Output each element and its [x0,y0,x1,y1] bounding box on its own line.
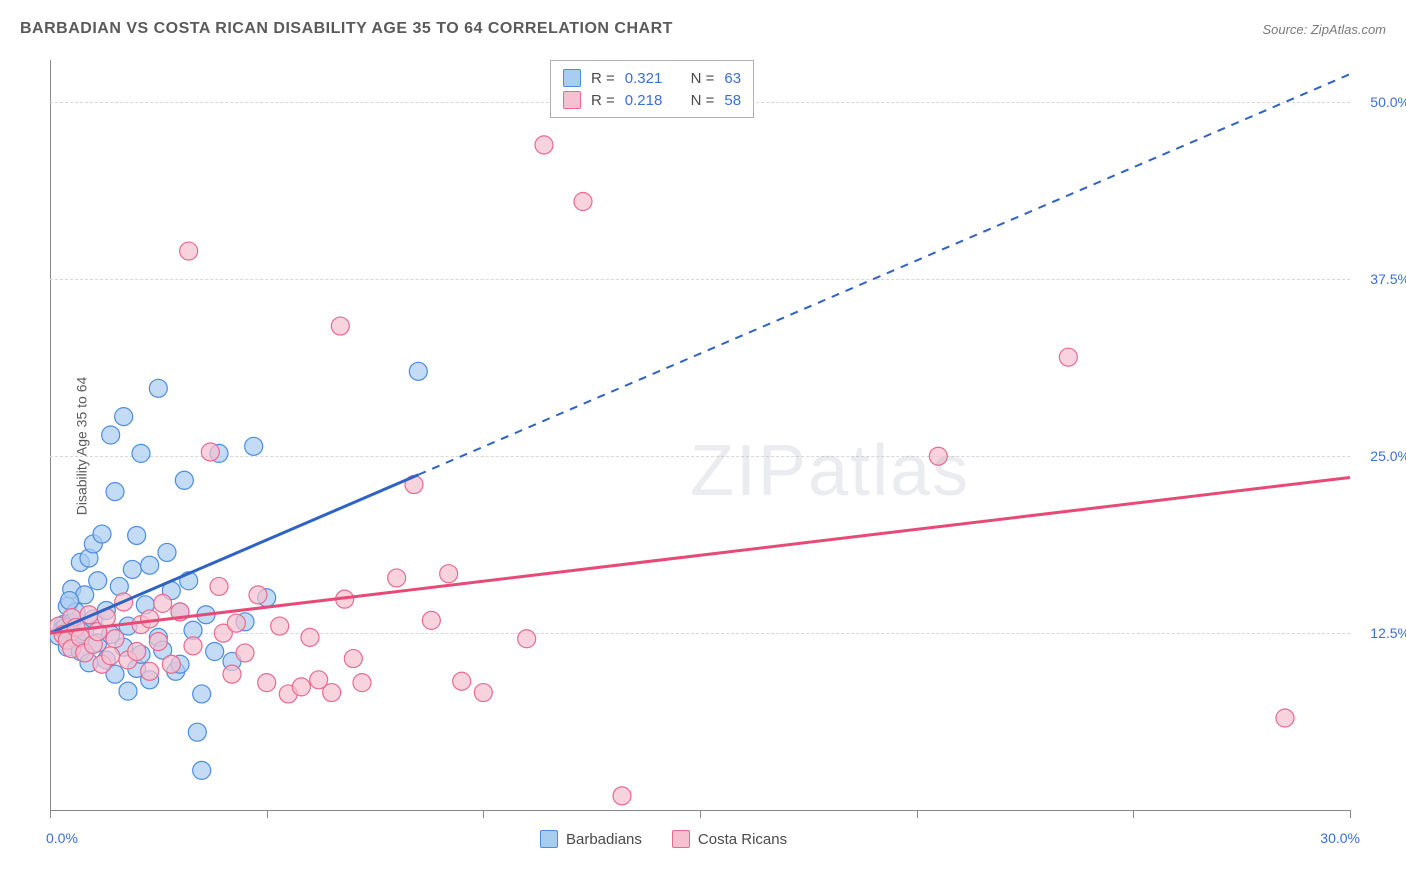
legend-item-1: Barbadians [540,830,642,848]
data-point-series-2 [154,594,172,612]
swatch-series-1 [563,69,581,87]
trend-line-dashed-series-1 [418,74,1350,475]
data-point-series-2 [344,650,362,668]
data-point-series-1 [61,592,79,610]
data-point-series-1 [132,444,150,462]
y-tick-label: 12.5% [1370,625,1406,641]
data-point-series-1 [102,426,120,444]
x-tick-mark [917,810,918,818]
data-point-series-1 [149,379,167,397]
data-point-series-1 [141,556,159,574]
header: BARBADIAN VS COSTA RICAN DISABILITY AGE … [20,20,1386,38]
data-point-series-2 [535,136,553,154]
data-point-series-2 [106,630,124,648]
n-value-2: 58 [724,92,741,109]
data-point-series-2 [249,586,267,604]
y-tick-label: 50.0% [1370,94,1406,110]
x-tick-mark [1133,810,1134,818]
data-point-series-1 [106,483,124,501]
r-label-1: R = [591,70,615,87]
legend-swatch-2 [672,830,690,848]
data-point-series-2 [518,630,536,648]
data-point-series-1 [115,408,133,426]
data-point-series-2 [141,662,159,680]
swatch-series-2 [563,91,581,109]
r-value-1: 0.321 [625,70,663,87]
data-point-series-1 [245,437,263,455]
data-point-series-2 [227,614,245,632]
data-point-series-1 [206,643,224,661]
data-point-series-2 [184,637,202,655]
data-point-series-2 [323,684,341,702]
y-tick-label: 37.5% [1370,271,1406,287]
data-point-series-2 [162,655,180,673]
data-point-series-1 [93,525,111,543]
n-label-2: N = [691,92,715,109]
plot-area: 12.5%25.0%37.5%50.0% ZIPatlas R = 0.321 … [50,60,1350,810]
data-point-series-1 [158,543,176,561]
bottom-legend: Barbadians Costa Ricans [540,830,787,848]
legend-label-1: Barbadians [566,831,642,848]
data-point-series-1 [128,526,146,544]
data-point-series-1 [193,761,211,779]
source-attribution: Source: ZipAtlas.com [1262,22,1386,37]
r-label-2: R = [591,92,615,109]
stats-box: R = 0.321 N = 63 R = 0.218 N = 58 [550,60,754,118]
data-point-series-2 [292,678,310,696]
stats-row-1: R = 0.321 N = 63 [563,67,741,89]
data-point-series-2 [223,665,241,683]
x-tick-0: 0.0% [46,830,78,846]
data-point-series-1 [188,723,206,741]
data-point-series-1 [175,471,193,489]
x-tick-mark [50,810,51,818]
x-tick-mark [700,810,701,818]
legend-label-2: Costa Ricans [698,831,787,848]
stats-row-2: R = 0.218 N = 58 [563,89,741,111]
data-point-series-1 [123,560,141,578]
legend-item-2: Costa Ricans [672,830,787,848]
data-point-series-1 [89,572,107,590]
trend-line-solid-series-1 [50,475,418,633]
trend-line-solid-series-2 [50,477,1350,633]
data-point-series-2 [258,674,276,692]
data-point-series-2 [331,317,349,335]
data-point-series-2 [453,672,471,690]
data-point-series-1 [193,685,211,703]
n-value-1: 63 [724,70,741,87]
chart-svg [50,60,1350,810]
r-value-2: 0.218 [625,92,663,109]
x-tick-max: 30.0% [1320,830,1360,846]
data-point-series-2 [474,684,492,702]
data-point-series-2 [201,443,219,461]
data-point-series-2 [574,193,592,211]
x-tick-mark [1350,810,1351,818]
data-point-series-2 [271,617,289,635]
data-point-series-2 [353,674,371,692]
data-point-series-2 [236,644,254,662]
data-point-series-2 [128,643,146,661]
x-tick-mark [267,810,268,818]
data-point-series-2 [180,242,198,260]
data-point-series-2 [102,647,120,665]
n-label-1: N = [691,70,715,87]
legend-swatch-1 [540,830,558,848]
data-point-series-2 [149,633,167,651]
data-point-series-2 [210,577,228,595]
data-point-series-2 [613,787,631,805]
x-tick-mark [483,810,484,818]
data-point-series-2 [1059,348,1077,366]
data-point-series-1 [409,362,427,380]
data-point-series-2 [301,628,319,646]
data-point-series-2 [1276,709,1294,727]
data-point-series-2 [440,565,458,583]
chart-title: BARBADIAN VS COSTA RICAN DISABILITY AGE … [20,20,673,38]
y-tick-label: 25.0% [1370,448,1406,464]
data-point-series-2 [388,569,406,587]
data-point-series-2 [422,611,440,629]
data-point-series-2 [929,447,947,465]
data-point-series-1 [119,682,137,700]
